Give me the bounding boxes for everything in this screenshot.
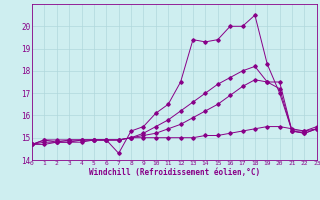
X-axis label: Windchill (Refroidissement éolien,°C): Windchill (Refroidissement éolien,°C) [89, 168, 260, 177]
